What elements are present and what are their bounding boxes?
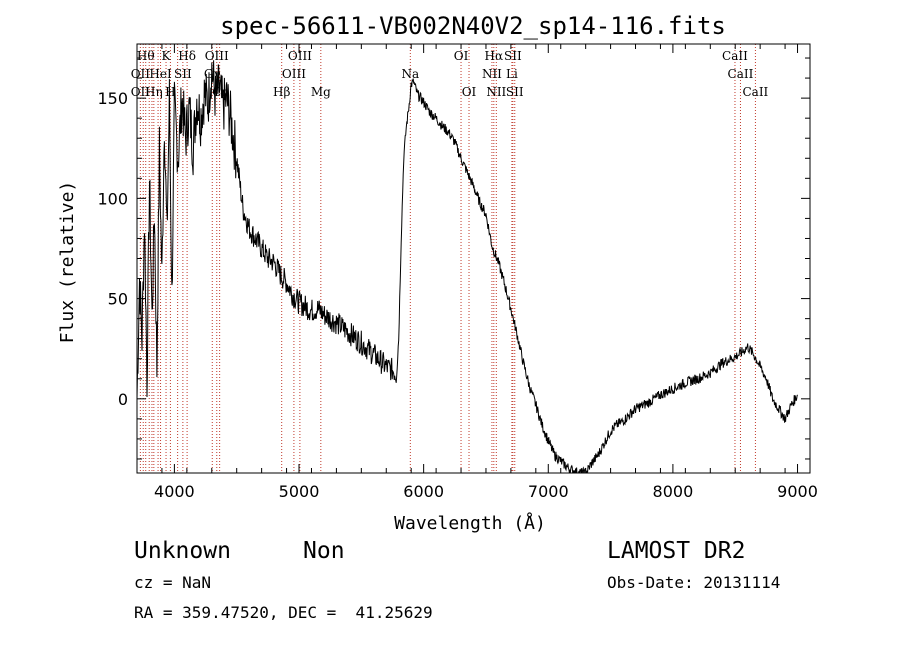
redshift-cz: cz = NaN: [134, 573, 212, 592]
ra-dec: RA = 359.47520, DEC = 41.25629: [134, 603, 433, 622]
x-tick-label: 6000: [403, 482, 444, 501]
spectrum-line: [136, 60, 798, 474]
x-tick-label: 5000: [279, 482, 320, 501]
spectral-line-label: Hθ: [137, 49, 155, 63]
x-tick-label: 9000: [777, 482, 818, 501]
spectral-class: Unknown: [134, 538, 231, 564]
spectral-line-label: OIII: [282, 67, 306, 81]
y-tick-label: 100: [97, 189, 128, 208]
plot-frame: [136, 43, 811, 474]
y-axis-label: Flux (relative): [57, 181, 78, 344]
survey-name: LAMOST DR2: [607, 538, 746, 564]
spectral-line-label: OIII: [288, 49, 312, 63]
spectral-line-markers: [139, 44, 756, 473]
axis-ticks: 4000 5000 6000 7000 8000 9000 0 50 100 150: [97, 44, 818, 501]
spectral-line-label: NII: [482, 67, 502, 81]
y-tick-label: 50: [108, 290, 128, 309]
spectral-line-label: CaII: [722, 49, 748, 63]
spectral-line-label: Hα: [485, 49, 504, 63]
spectral-line-label: SII: [506, 85, 524, 99]
spectral-line-label: HeI: [149, 67, 172, 81]
spectral-line-label: OII: [131, 85, 151, 99]
spectral-line-label: OI: [454, 49, 469, 63]
spectral-line-label: H: [165, 85, 175, 99]
spectrum-series: [136, 60, 798, 474]
x-tick-label: 4000: [154, 482, 195, 501]
spectral-line-label: CaII: [728, 67, 754, 81]
spectral-line-label: CaII: [742, 85, 768, 99]
chart-title: spec-56611-VB002N40V2_sp14-116.fits: [220, 12, 726, 40]
spectral-subclass: Non: [303, 538, 345, 564]
spectral-line-label: OI: [462, 85, 477, 99]
x-tick-label: 8000: [653, 482, 694, 501]
x-axis-label: Wavelength (Å): [394, 512, 546, 534]
y-tick-label: 150: [97, 89, 128, 108]
y-tick-label: 0: [118, 390, 128, 409]
obs-date: Obs-Date: 20131114: [607, 573, 781, 592]
spectral-line-label: SII: [174, 67, 192, 81]
spectral-line-label: Hδ: [178, 49, 196, 63]
spectral-line-label: SII: [504, 49, 522, 63]
spectral-line-label: Mg: [311, 85, 331, 99]
spectral-line-label: NII: [486, 85, 506, 99]
spectral-line-label: Hβ: [273, 85, 290, 99]
spectral-line-label: K: [162, 49, 172, 63]
spectral-line-label: OIII: [205, 49, 229, 63]
x-tick-label: 7000: [528, 482, 569, 501]
spectral-line-label: Li: [506, 67, 518, 81]
spectral-line-label: OII: [131, 67, 151, 81]
spectral-line-label: Hη: [145, 85, 163, 99]
spectral-line-label: Na: [401, 67, 419, 81]
